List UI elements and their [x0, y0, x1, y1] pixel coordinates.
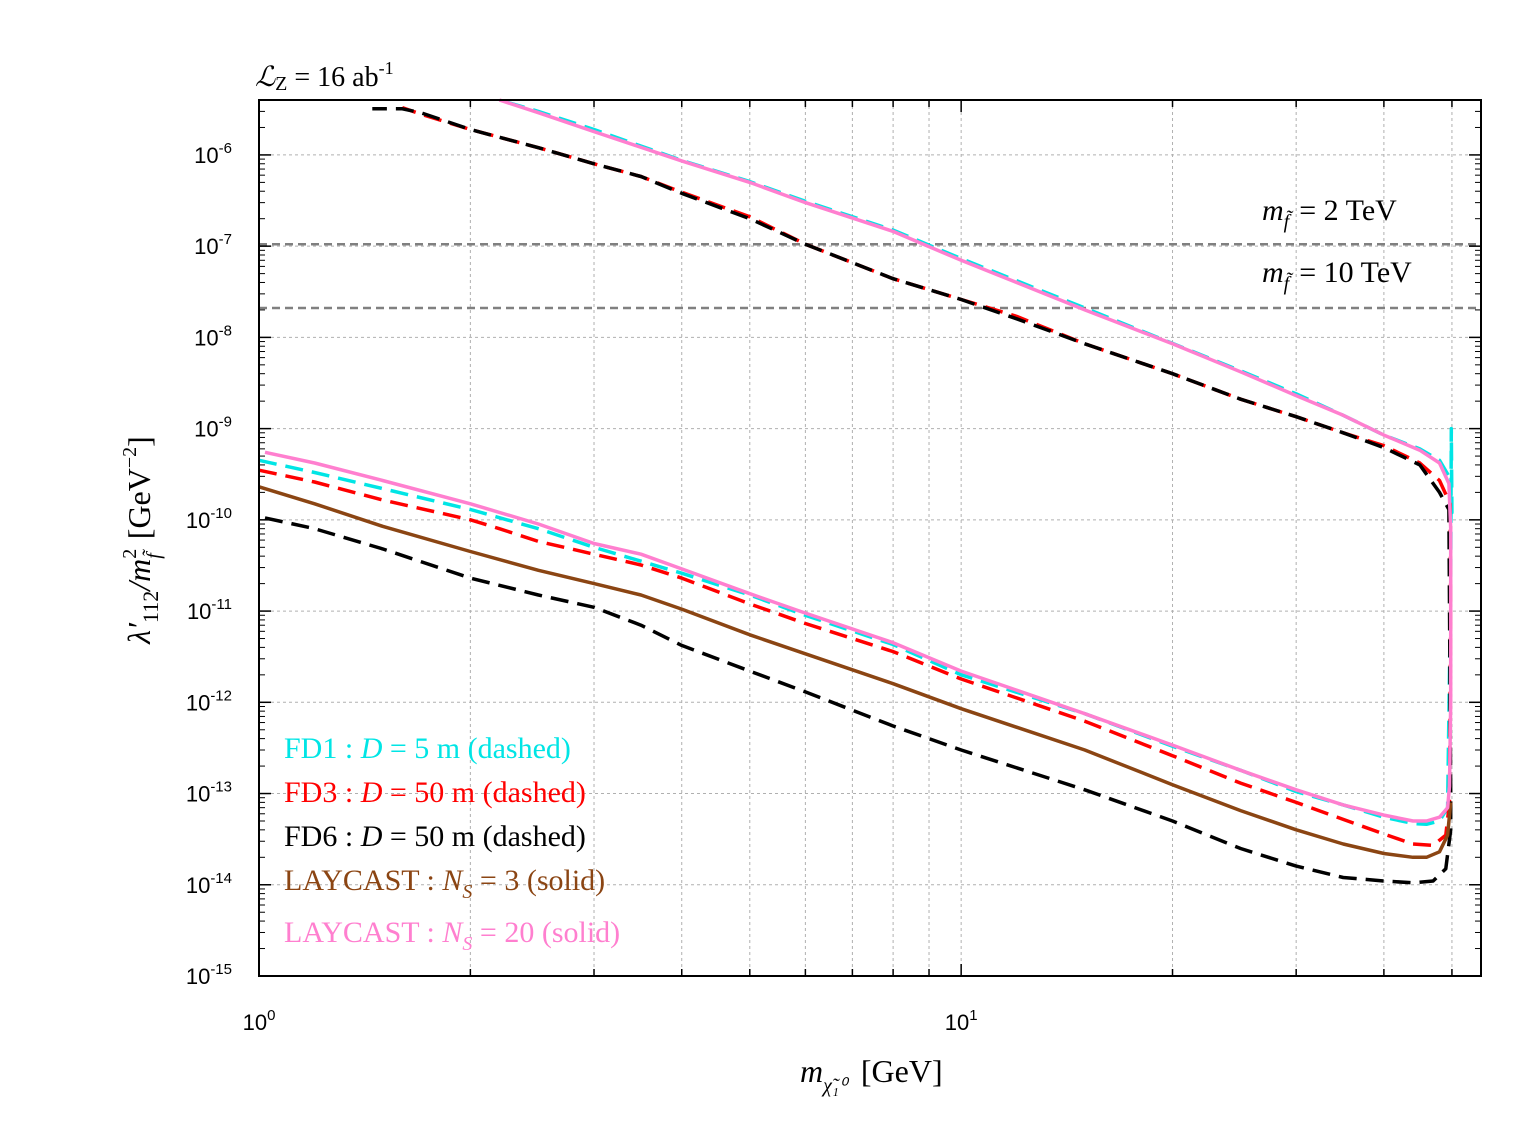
- legend-entry-laycast20: LAYCAST : NS = 20 (solid): [284, 916, 620, 955]
- y-tick-label-exp: -10: [210, 505, 232, 522]
- ref-label-2tev: mf̃ = 2 TeV: [1262, 194, 1397, 233]
- y-axis-label: λ′112/m2 f̃ [GeV−2]: [119, 436, 165, 645]
- legend-entry-fd3: FD3 : D = 50 m (dashed): [284, 776, 586, 809]
- legend-entry-laycast3: LAYCAST : NS = 3 (solid): [284, 864, 605, 903]
- y-tick-label-base: 10: [186, 873, 210, 898]
- legend-fd1-it: D: [360, 732, 383, 765]
- title-sup: -1: [379, 58, 394, 78]
- series-group: [258, 98, 1454, 885]
- series-laycast-ns20: [264, 98, 1453, 823]
- y-axis-label-sub: 112: [138, 591, 163, 623]
- legend-fd3-post: = 50 m (dashed): [382, 776, 586, 809]
- legend-laycast3-sub: S: [462, 881, 472, 903]
- y-tick-label-base: 10: [186, 690, 210, 715]
- ref-label-10tev-rest: = 10 TeV: [1299, 256, 1412, 289]
- y-tick-label-base: 10: [186, 508, 210, 533]
- ref-label-10tev: mf̃ = 10 TeV: [1262, 256, 1412, 295]
- y-tick-label: 10-15: [186, 961, 232, 989]
- y-tick-label: 10-10: [186, 505, 232, 533]
- y-tick-label: 10-7: [194, 231, 232, 259]
- ref-label-10tev-m: m: [1262, 256, 1284, 289]
- legend-fd1-pre: FD1 :: [284, 732, 361, 765]
- y-tick-label-exp: -14: [210, 870, 232, 887]
- legend-laycast20-sub: S: [462, 933, 472, 955]
- x-axis-label-unit: [GeV]: [861, 1053, 943, 1089]
- y-tick-label: 10-11: [187, 596, 232, 624]
- legend: FD1 : D = 5 m (dashed) FD3 : D = 50 m (d…: [284, 732, 620, 955]
- legend-fd3-it: D: [360, 776, 383, 809]
- series-laycast-ns3: [258, 485, 1453, 860]
- legend-fd6-pre: FD6 :: [284, 820, 361, 853]
- y-tick-label-exp: -8: [219, 322, 232, 339]
- x-tick-label-exp: 0: [267, 1007, 275, 1024]
- x-axis-label: mχ̃₁⁰ [GeV]: [800, 1053, 943, 1097]
- y-axis-label-slash: /m: [121, 559, 157, 593]
- y-tick-label-base: 10: [194, 143, 218, 168]
- y-tick-label-base: 10: [194, 417, 218, 442]
- y-tick-label-exp: -7: [219, 231, 232, 248]
- x-tick-label: 101: [945, 1007, 978, 1035]
- legend-laycast20-it: N: [441, 916, 464, 949]
- y-tick-label-exp: -9: [219, 414, 232, 431]
- ref-label-10tev-sub: f̃: [1284, 271, 1294, 295]
- y-tick-label-base: 10: [187, 599, 211, 624]
- y-axis-label-subf: f̃: [141, 549, 165, 559]
- legend-entry-fd1: FD1 : D = 5 m (dashed): [284, 732, 571, 765]
- legend-entry-fd6: FD6 : D = 50 m (dashed): [284, 820, 586, 853]
- ref-label-2tev-m: m: [1262, 194, 1284, 227]
- title-symbol: ℒ: [255, 62, 276, 93]
- y-tick-label: 10-6: [194, 140, 232, 168]
- y-tick-label-exp: -6: [219, 140, 232, 157]
- plot-frame: [258, 99, 1482, 977]
- x-axis-label-sub: χ̃₁⁰: [821, 1075, 850, 1097]
- legend-laycast20-post: = 20 (solid): [472, 916, 620, 949]
- y-tick-label: 10-9: [194, 414, 232, 442]
- y-tick-label: 10-13: [186, 779, 232, 807]
- legend-laycast3-it: N: [441, 864, 464, 897]
- y-tick-label-base: 10: [194, 234, 218, 259]
- x-tick-label-base: 10: [945, 1010, 969, 1035]
- y-axis-label-main: λ′: [121, 622, 157, 645]
- y-tick-label: 10-14: [186, 870, 232, 898]
- legend-fd1-post: = 5 m (dashed): [382, 732, 571, 765]
- legend-fd3-pre: FD3 :: [284, 776, 361, 809]
- y-tick-label-exp: -11: [211, 596, 232, 613]
- ref-label-2tev-rest: = 2 TeV: [1299, 194, 1397, 227]
- title-mid: = 16 ab: [287, 62, 378, 93]
- x-tick-label-exp: 1: [969, 1007, 977, 1024]
- y-tick-label-base: 10: [186, 964, 210, 989]
- legend-laycast3-post: = 3 (solid): [472, 864, 605, 897]
- chart-title: ℒZ = 16 ab-1: [255, 58, 394, 95]
- y-tick-label: 10-8: [194, 322, 232, 350]
- y-tick-label-exp: -15: [210, 961, 232, 978]
- legend-laycast3-pre: LAYCAST :: [284, 864, 442, 897]
- x-tick-label-base: 10: [243, 1010, 267, 1035]
- ref-label-2tev-sub: f̃: [1284, 209, 1294, 233]
- series-fd6: [264, 107, 1453, 885]
- y-axis-label-unitsup: −2: [119, 447, 141, 468]
- reference-lines: [259, 242, 1481, 310]
- legend-fd6-it: D: [360, 820, 383, 853]
- y-tick-label-base: 10: [186, 782, 210, 807]
- tick-labels: 10-610-710-810-910-1010-1110-1210-1310-1…: [186, 140, 978, 1035]
- y-tick-label: 10-12: [186, 687, 232, 715]
- legend-fd6-post: = 50 m (dashed): [382, 820, 586, 853]
- title-sub: Z: [275, 73, 287, 95]
- y-axis-label-unit: [GeV: [121, 468, 157, 539]
- y-tick-label-exp: -13: [210, 779, 232, 796]
- y-axis-label-sup: 2: [119, 549, 141, 559]
- axis-ticks: [259, 100, 1481, 977]
- legend-laycast20-pre: LAYCAST :: [284, 916, 442, 949]
- x-tick-label: 100: [243, 1007, 276, 1035]
- y-tick-label-base: 10: [194, 325, 218, 350]
- y-tick-label-exp: -12: [210, 687, 232, 704]
- x-axis-label-main: m: [800, 1053, 823, 1089]
- y-axis-label-close: ]: [121, 436, 157, 447]
